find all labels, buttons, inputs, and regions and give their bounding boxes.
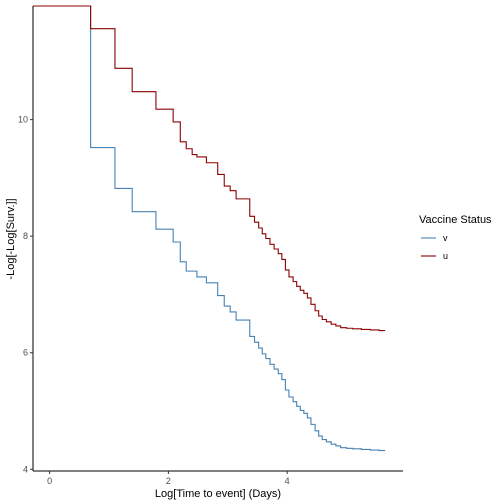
x-axis-ticks: 0 2 4 (47, 471, 290, 486)
series-line-v (33, 5, 386, 452)
legend-entry-v: v (421, 233, 448, 243)
y-tick-label: 6 (23, 348, 28, 358)
plot-area: 0 2 4 4 6 8 10 (18, 5, 403, 486)
y-tick-label: 4 (23, 464, 28, 474)
x-axis-title: Log[Time to event] (Days) (155, 488, 281, 500)
x-tick-label: 4 (285, 476, 290, 486)
series-line-u (33, 5, 386, 332)
legend-title: Vaccine Status (419, 214, 492, 226)
legend: Vaccine Status v u (419, 214, 492, 261)
legend-label-v: v (443, 233, 448, 243)
y-tick-label: 8 (23, 231, 28, 241)
y-axis-title: -Log[-Log[Surv.]] (5, 198, 17, 279)
y-tick-label: 10 (18, 115, 28, 125)
survival-curves (33, 5, 386, 452)
legend-label-u: u (443, 251, 448, 261)
legend-entry-u: u (421, 251, 448, 261)
x-tick-label: 2 (166, 476, 171, 486)
y-axis-ticks: 4 6 8 10 (18, 115, 33, 474)
x-tick-label: 0 (47, 476, 52, 486)
